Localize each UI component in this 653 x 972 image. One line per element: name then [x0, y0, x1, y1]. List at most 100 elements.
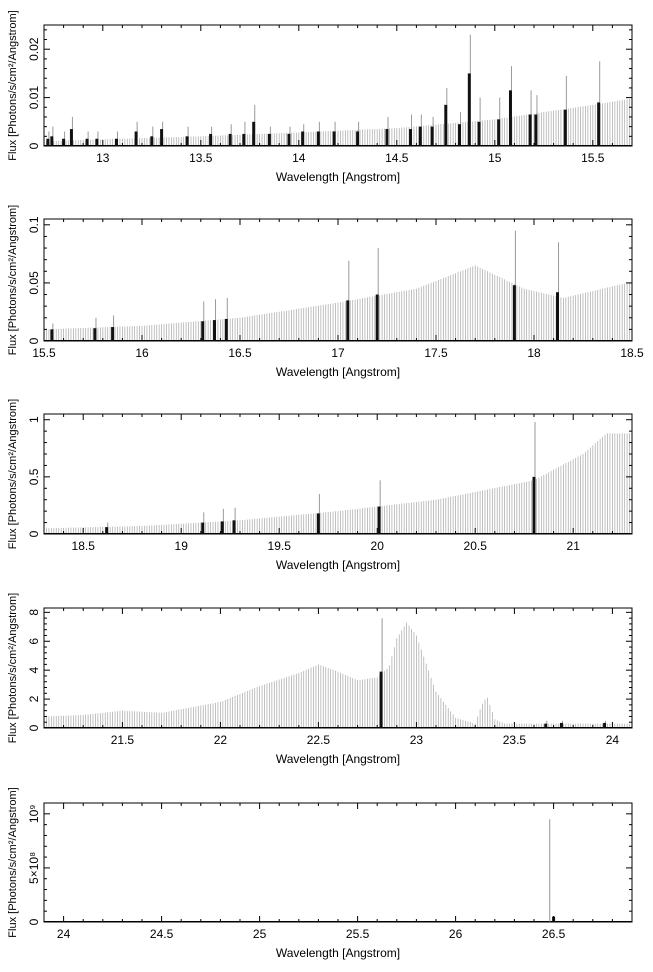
y-tick-label: 0.01 — [27, 86, 41, 110]
line-bar — [316, 513, 320, 534]
x-tick-label: 18.5 — [72, 539, 96, 553]
y-tick-label: 0 — [27, 918, 41, 925]
y-tick-label: 0 — [27, 724, 41, 731]
line-bar — [62, 138, 66, 146]
line-bar — [532, 476, 536, 534]
y-tick-label: 0.1 — [27, 216, 41, 233]
y-tick-label: 5×10⁸ — [27, 852, 41, 884]
y-axis-title: Flux [Photons/s/cm²/Angstrom] — [7, 593, 19, 743]
x-tick-label: 13 — [96, 151, 110, 165]
x-tick-label: 22.5 — [307, 733, 331, 747]
line-bar — [512, 285, 516, 341]
line-bar — [556, 292, 560, 341]
line-bar — [332, 131, 336, 146]
x-tick-label: 20 — [371, 539, 385, 553]
x-tick-label: 14 — [292, 151, 306, 165]
line-bar — [232, 520, 236, 534]
panel-5: 24 24.5 25 25.5 26 26.5 0 5×10⁸ 10⁹ Wavelength [A… — [7, 787, 633, 960]
line-bar — [46, 138, 50, 146]
line-bar — [160, 129, 164, 146]
continuum-bins — [43, 433, 633, 534]
line-bar — [93, 328, 97, 341]
x-axis-title: Wavelength [Angstrom] — [276, 946, 400, 960]
x-tick-label: 21.5 — [111, 733, 135, 747]
line-bar — [213, 320, 217, 341]
y-axis-title: Flux [Photons/s/cm²/Angstrom] — [7, 10, 19, 160]
x-tick-label: 15.5 — [581, 151, 605, 165]
line-bar — [228, 133, 232, 146]
panel-2: 15.5 16 16.5 17 17.5 18 18.5 0 0.05 0.1 Wavelength… — [7, 205, 644, 379]
line-bar — [115, 138, 119, 146]
line-bar — [201, 522, 205, 534]
line-bar — [185, 136, 189, 146]
x-axis-title: Wavelength [Angstrom] — [276, 558, 400, 572]
line-bar — [409, 129, 413, 146]
line-bar — [356, 131, 360, 146]
y-tick-label: 0.05 — [27, 271, 41, 295]
line-bar — [50, 136, 54, 146]
y-axis-title: Flux [Photons/s/cm²/Angstrom] — [7, 787, 19, 937]
y-tick-label: 10⁹ — [27, 805, 41, 824]
line-bar — [105, 527, 109, 534]
x-tick-label: 15.5 — [32, 346, 56, 360]
continuum-bins — [43, 622, 633, 728]
line-bar — [316, 131, 320, 146]
line-bar — [85, 138, 89, 146]
x-tick-label: 23.5 — [503, 733, 527, 747]
line-bar — [252, 121, 256, 146]
x-tick-label: 26 — [449, 927, 463, 941]
line-bar — [458, 124, 462, 146]
line-bar — [287, 133, 291, 146]
panel-3: 18.5 19 19.5 20 20.5 21 0 0.5 1 Wavelength [Angst… — [7, 399, 633, 572]
x-axis-title: Wavelength [Angstrom] — [276, 365, 400, 379]
x-tick-label: 17.5 — [424, 346, 448, 360]
x-tick-label: 16.5 — [228, 346, 252, 360]
x-tick-label: 15 — [488, 151, 502, 165]
line-bar — [209, 133, 213, 146]
line-bar — [242, 133, 246, 146]
y-tick-label: 8 — [27, 609, 41, 616]
line-bar — [477, 121, 481, 146]
line-bar — [50, 329, 54, 341]
line-bar — [430, 126, 434, 146]
y-tick-label: 2 — [27, 695, 41, 702]
x-tick-label: 24 — [606, 733, 620, 747]
x-tick-label: 13.5 — [189, 151, 213, 165]
y-tick-label: 0 — [27, 337, 41, 344]
y-tick-label: 4 — [27, 667, 41, 674]
line-bar — [267, 133, 271, 146]
continuum-bins — [43, 265, 633, 341]
x-tick-label: 25 — [253, 927, 267, 941]
panel-1: 13 13.5 14 14.5 15 15.5 0 0.01 0.02 Wavelength [A… — [7, 10, 633, 184]
x-tick-label: 22 — [214, 733, 228, 747]
line-bar — [377, 506, 381, 534]
y-tick-label: 0 — [27, 142, 41, 149]
line-bar — [201, 321, 205, 341]
line-bar — [418, 126, 422, 146]
line-bar — [559, 722, 563, 728]
x-tick-label: 19.5 — [268, 539, 292, 553]
x-tick-label: 26.5 — [542, 927, 566, 941]
line-bar — [111, 327, 115, 341]
line-bar — [544, 723, 548, 728]
x-tick-label: 25.5 — [346, 927, 370, 941]
line-bar — [69, 129, 73, 146]
line-bar — [444, 104, 448, 146]
line-bar — [497, 119, 501, 146]
y-axis-title: Flux [Photons/s/cm²/Angstrom] — [7, 205, 19, 355]
line-bar — [301, 131, 305, 146]
x-tick-label: 17 — [331, 346, 345, 360]
line-bar — [534, 114, 538, 146]
line-bar — [134, 131, 138, 146]
x-tick-label: 19 — [175, 539, 189, 553]
y-tick-label: 0 — [27, 530, 41, 537]
y-tick-label: 0.5 — [27, 468, 41, 485]
line-bar — [375, 294, 379, 341]
x-tick-label: 16 — [135, 346, 149, 360]
x-tick-label: 24 — [57, 927, 71, 941]
line-bar — [150, 136, 154, 146]
y-tick-label: 1 — [27, 416, 41, 423]
line-bar — [528, 114, 532, 146]
